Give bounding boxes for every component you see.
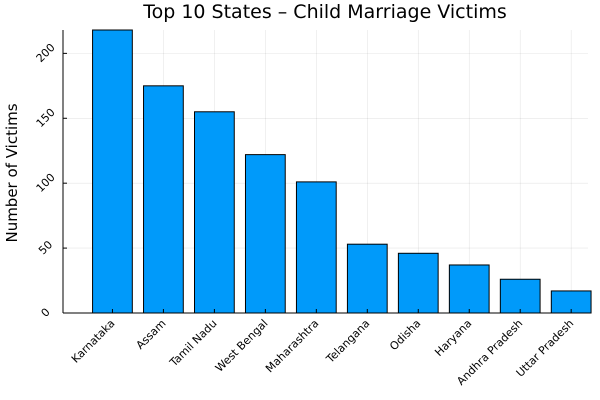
y-tick-label: 150 (34, 106, 58, 130)
chart-title: Top 10 States – Child Marriage Victims (142, 1, 507, 23)
bar-telangana (346, 243, 388, 314)
bar-west-bengal (244, 154, 286, 314)
y-tick-label: 50 (36, 238, 55, 257)
x-tick-label: Telangana (323, 317, 372, 366)
x-tick-label: Haryana (432, 317, 474, 359)
bar-karnataka (92, 29, 133, 314)
y-axis-label: Number of Victims (3, 103, 21, 242)
y-tick-label: 200 (34, 41, 58, 65)
x-tick-label: Maharashtra (263, 317, 321, 375)
bar-andhra-pradesh (499, 278, 541, 314)
bar-maharashtra (295, 181, 337, 314)
y-tick-labels: 0 50 100 150 200 (34, 41, 58, 320)
bar-tamil-nadu (194, 111, 235, 314)
y-tick-label: 0 (39, 306, 53, 320)
x-tick-label: Odisha (387, 317, 423, 353)
bar-odisha (397, 252, 439, 314)
bar-assam (143, 85, 184, 314)
axes (62, 30, 588, 314)
y-tick-label: 100 (34, 171, 58, 195)
x-tick-label: Karnataka (69, 317, 118, 366)
bar-haryana (448, 264, 490, 314)
bars (92, 29, 592, 314)
x-tick-label: Assam (134, 317, 169, 352)
x-tick-label: Tamil Nadu (167, 317, 220, 370)
